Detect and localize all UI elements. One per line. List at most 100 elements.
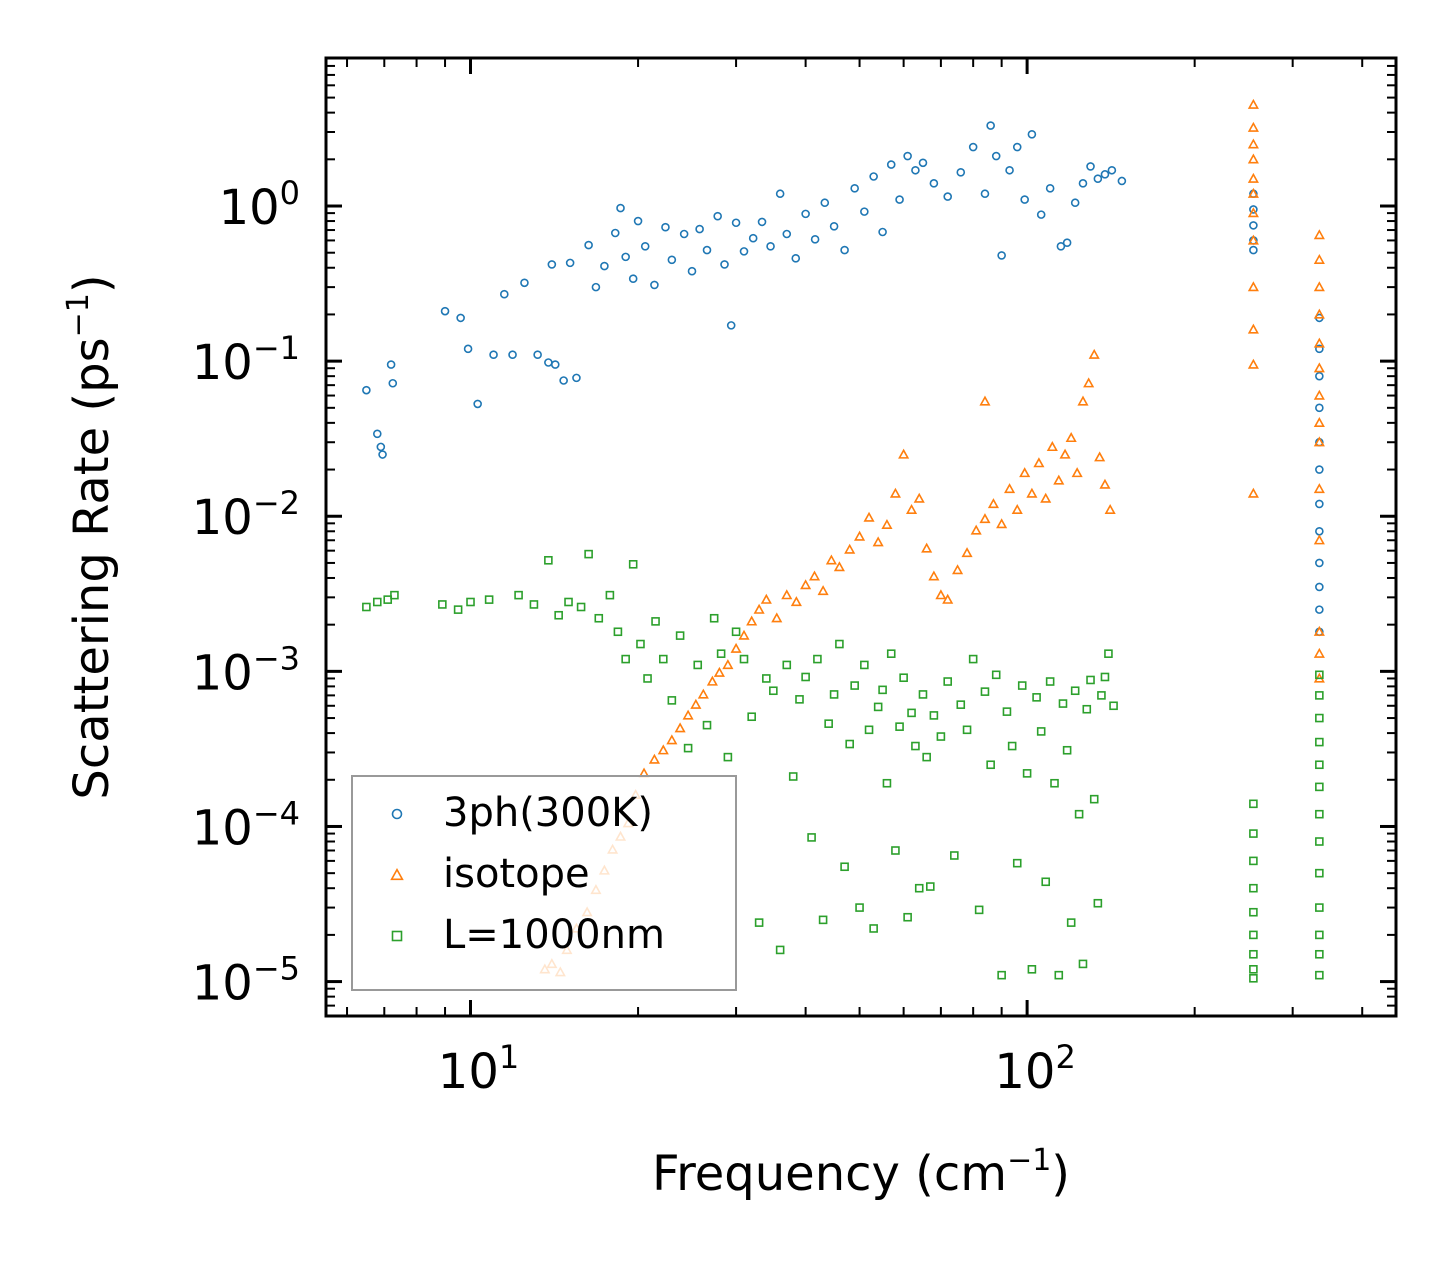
data-point xyxy=(621,252,630,262)
data-point xyxy=(1046,441,1058,452)
data-point xyxy=(1032,693,1041,702)
data-point xyxy=(873,702,883,712)
data-point xyxy=(1315,949,1324,959)
data-point xyxy=(1033,457,1045,468)
data-point xyxy=(713,211,722,221)
data-point xyxy=(782,660,792,670)
data-point xyxy=(456,313,465,323)
data-point xyxy=(651,617,660,626)
data-point xyxy=(825,554,837,565)
data-point xyxy=(840,862,849,872)
data-point xyxy=(1104,649,1113,658)
data-point xyxy=(962,725,972,735)
data-point xyxy=(1020,195,1029,204)
data-point xyxy=(1107,165,1117,175)
data-point xyxy=(775,189,785,199)
data-point xyxy=(824,719,833,728)
data-point xyxy=(386,360,396,369)
data-point xyxy=(899,673,908,683)
data-point xyxy=(1036,210,1046,219)
data-point xyxy=(853,530,866,541)
data-point xyxy=(1315,970,1324,980)
data-point xyxy=(1036,727,1046,736)
data-point xyxy=(1022,769,1032,778)
data-point xyxy=(1315,782,1324,792)
data-point xyxy=(881,519,893,530)
data-point xyxy=(754,918,764,927)
data-point xyxy=(1027,965,1037,974)
data-point xyxy=(1247,187,1259,198)
data-point xyxy=(576,602,586,612)
data-point xyxy=(820,198,830,208)
data-point xyxy=(986,760,995,770)
data-point xyxy=(766,241,775,251)
legend-marker-circle xyxy=(391,808,403,820)
legend: 3ph(300K) isotope L=1000nm xyxy=(351,775,737,991)
data-point xyxy=(869,172,878,181)
data-point xyxy=(979,395,991,406)
data-point xyxy=(903,151,912,161)
data-point xyxy=(1045,184,1055,193)
data-point xyxy=(1315,691,1324,700)
legend-label: 3ph(300K) xyxy=(443,790,653,836)
data-point xyxy=(1056,241,1066,251)
data-point xyxy=(1088,348,1100,359)
data-point xyxy=(775,945,785,955)
data-point xyxy=(1100,672,1110,682)
data-point xyxy=(760,593,772,604)
data-point xyxy=(713,666,725,677)
data-point xyxy=(961,547,973,558)
data-point xyxy=(1313,362,1325,373)
data-point xyxy=(640,241,650,251)
data-point xyxy=(1315,760,1324,770)
data-point xyxy=(1247,138,1259,149)
data-point xyxy=(1249,856,1258,866)
legend-marker-triangle xyxy=(390,867,404,881)
data-point xyxy=(1117,176,1127,186)
data-point xyxy=(748,233,758,243)
data-point xyxy=(738,629,750,640)
data-point xyxy=(650,280,659,290)
data-point xyxy=(860,207,869,216)
data-point xyxy=(533,350,542,360)
data-point xyxy=(1099,478,1111,489)
data-point xyxy=(918,158,928,168)
data-point xyxy=(1247,121,1259,132)
data-point xyxy=(726,321,736,330)
data-point xyxy=(1019,467,1031,478)
x-axis-label: Frequency (cm−1) xyxy=(652,1143,1070,1202)
data-point xyxy=(572,373,581,383)
data-point xyxy=(1247,323,1259,334)
data-point xyxy=(1109,701,1118,711)
data-point xyxy=(833,561,845,572)
data-point xyxy=(559,376,568,385)
data-point xyxy=(489,350,498,360)
y-tick-label: 10−1 xyxy=(192,329,300,391)
data-point xyxy=(1315,930,1324,940)
data-point xyxy=(1315,670,1324,680)
data-point xyxy=(1247,234,1259,245)
series-2 xyxy=(362,549,1324,983)
data-point xyxy=(1002,707,1012,716)
data-point xyxy=(679,229,689,239)
data-point xyxy=(1247,207,1259,218)
data-point xyxy=(1313,281,1325,292)
data-point xyxy=(584,240,593,250)
data-point xyxy=(936,732,946,741)
data-point xyxy=(1313,625,1325,636)
data-point xyxy=(878,227,887,237)
data-point xyxy=(757,217,767,227)
data-point xyxy=(855,903,864,912)
data-point xyxy=(702,245,712,255)
data-point xyxy=(362,385,371,395)
data-point xyxy=(1313,483,1325,494)
data-point xyxy=(746,615,758,626)
data-point xyxy=(1078,179,1088,188)
y-tick-label: 10−3 xyxy=(192,639,300,701)
data-point xyxy=(1249,949,1258,959)
data-point xyxy=(702,720,712,730)
data-point xyxy=(376,442,386,452)
data-point xyxy=(1313,436,1325,447)
data-point xyxy=(1059,448,1071,459)
data-point xyxy=(1040,492,1052,503)
